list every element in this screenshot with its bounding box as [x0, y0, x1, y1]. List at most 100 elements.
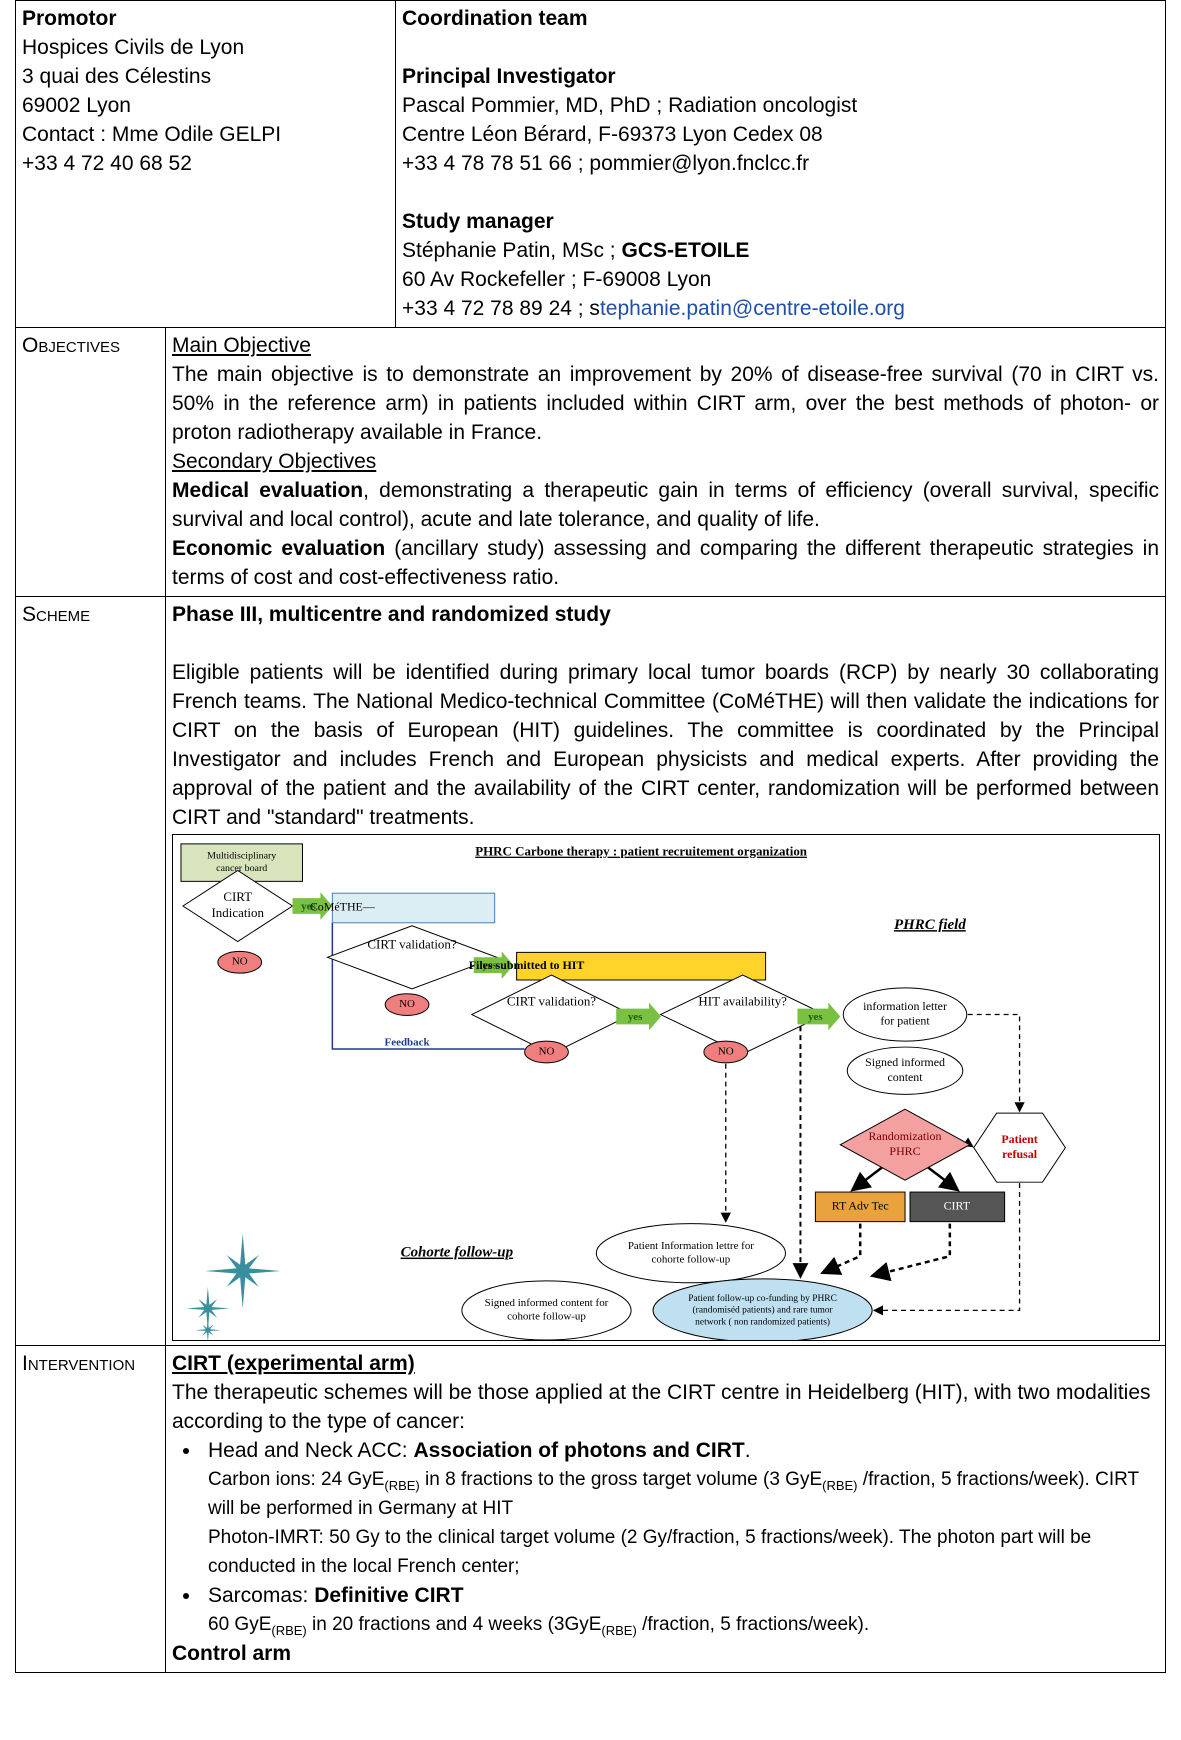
node-label: for patient	[880, 1014, 930, 1028]
node-label: cohorte follow-up	[507, 1311, 586, 1323]
node-label: content	[887, 1070, 923, 1084]
text-line: Pascal Pommier, MD, PhD ; Radiation onco…	[402, 94, 858, 117]
bullet-item: Head and Neck ACC: Association of photon…	[202, 1436, 1159, 1581]
scheme-heading: Phase III, multicentre and randomized st…	[172, 603, 611, 626]
spacer	[172, 629, 1159, 658]
flowchart-title: PHRC Carbone therapy : patient recruitem…	[475, 845, 807, 859]
manager-lines: Stéphanie Patin, MSc ; GCS-ETOILE 60 Av R…	[402, 236, 1159, 323]
bullet-lead: Head and Neck ACC: Association of photon…	[208, 1436, 1159, 1465]
node-label: PHRC	[889, 1144, 920, 1158]
text-text: Photon-IMRT: 50 Gy to the clinical targe…	[208, 1527, 1092, 1577]
pi-title: Principal Investigator	[402, 65, 616, 88]
connector	[962, 1137, 974, 1148]
text-link: tephanie.patin@centre-etoile.org	[599, 297, 905, 320]
flow-ellipse	[846, 1046, 964, 1095]
economic-evaluation: Economic evaluation (ancillary study) as…	[172, 534, 1159, 592]
text-text: /fraction, 5 fractions/week). CIRT will …	[208, 1469, 1139, 1519]
text-text: in 20 fractions and 4 weeks (3GyE	[306, 1614, 602, 1635]
intervention-intro: The therapeutic schemes will be those ap…	[172, 1381, 1151, 1433]
node-label: Signed informed content for	[485, 1297, 609, 1309]
star-decoration	[185, 1286, 230, 1331]
connector	[927, 1166, 960, 1192]
bullet-line: Photon-IMRT: 50 Gy to the clinical targe…	[208, 1523, 1159, 1581]
main-heading: Main Objective	[172, 334, 311, 357]
flow-ellipse	[384, 993, 430, 1016]
node-label: yes	[301, 901, 316, 913]
coordination-cell: Coordination team Principal Investigator…	[395, 0, 1167, 328]
intervention-heading: CIRT (experimental arm)	[172, 1352, 415, 1375]
spacer	[402, 33, 1159, 62]
node-label: CIRT	[944, 1199, 971, 1213]
text-sub: (RBE)	[384, 1477, 420, 1493]
text-line: Centre Léon Bérard, F-69373 Lyon Cedex 0…	[402, 123, 823, 146]
flow-hexagon	[973, 1112, 1066, 1183]
node-label: HIT availability?	[698, 995, 787, 1009]
text-text: Carbon ions: 24 GyE	[208, 1469, 385, 1490]
text-line: 3 quai des Célestins	[22, 65, 212, 88]
secondary-heading: Secondary Objectives	[172, 450, 377, 473]
text-text: in 8 fractions to the gross target volum…	[419, 1469, 823, 1490]
connector	[872, 1183, 1021, 1316]
row-label: Scheme	[15, 596, 166, 1346]
text-sub: (RBE)	[822, 1477, 858, 1493]
connector	[967, 1013, 1025, 1113]
yes-arrow	[797, 1002, 841, 1031]
connector	[331, 922, 525, 1050]
node-label: Patient Information lettre for	[628, 1240, 754, 1252]
text-text: 60 GyE	[208, 1614, 272, 1635]
flow-box	[331, 892, 496, 924]
synopsis-table: Promotor Hospices Civils de Lyon 3 quai d…	[14, 0, 1167, 1673]
field-label: PHRC field	[894, 917, 966, 933]
pi-lines: Pascal Pommier, MD, PhD ; Radiation onco…	[402, 91, 1159, 178]
node-label: CIRT	[223, 890, 252, 904]
text-text: Head and Neck ACC:	[208, 1439, 414, 1462]
text-text: 60 Av Rockefeller ; F-69008 Lyon	[402, 268, 712, 291]
node-label: (randomiséd patients) and rare tumor	[693, 1305, 834, 1316]
node-label: Patient follow-up co-funding by PHRC	[688, 1293, 837, 1304]
text-line: Contact : Mme Odile GELPI	[22, 123, 282, 146]
manager-title: Study manager	[402, 210, 554, 233]
connector	[850, 1166, 883, 1192]
connector	[820, 1223, 862, 1275]
text-bold: Definitive CIRT	[314, 1584, 464, 1607]
node-label: Signed informed	[865, 1055, 945, 1069]
text-line: +33 4 72 40 68 52	[22, 152, 192, 175]
text-line: 69002 Lyon	[22, 94, 131, 117]
node-label: CIRT validation?	[367, 937, 456, 951]
text-text: (ancillary study) assessing and comparin…	[172, 537, 1159, 589]
node-label: Feedback	[385, 1037, 431, 1049]
promotor-title: Promotor	[22, 7, 117, 30]
text-bold: GCS-ETOILE	[621, 239, 750, 262]
text-line: +33 4 78 78 51 66 ; pommier@lyon.fnclcc.…	[402, 152, 810, 175]
node-label: information letter	[863, 999, 947, 1013]
bullet-list: Head and Neck ACC: Association of photon…	[172, 1436, 1159, 1639]
node-label: Files submitted to HIT	[469, 958, 585, 972]
row-label: Intervention	[15, 1345, 166, 1673]
text-text: Stéphanie Patin, MSc ;	[402, 239, 622, 262]
node-label: yes	[482, 960, 497, 972]
coordination-title: Coordination team	[402, 7, 588, 30]
spacer	[402, 178, 1159, 207]
node-label: NO	[718, 1046, 734, 1058]
node-label: yes	[628, 1011, 643, 1023]
flow-ellipse	[524, 1040, 569, 1064]
flow-ellipse	[703, 1040, 749, 1064]
text-text: , demonstrating a therapeutic gain in te…	[172, 479, 1160, 531]
text-text: Sarcomas:	[208, 1584, 315, 1607]
node-label: CoMéTHE—	[310, 900, 375, 914]
text-line: 60 Av Rockefeller ; F-69008 Lyon	[402, 265, 1159, 294]
bullet-line: Carbon ions: 24 GyE(RBE) in 8 fractions …	[208, 1465, 1159, 1523]
cohort-label: Cohorte follow-up	[401, 1245, 513, 1261]
intervention-row: Intervention CIRT (experimental arm) The…	[15, 1345, 1167, 1673]
node-label: Randomization	[869, 1129, 942, 1143]
flow-ellipse	[595, 1223, 787, 1284]
node-label: cancer board	[216, 863, 267, 874]
node-label: Indication	[212, 906, 265, 920]
control-heading: Control arm	[172, 1642, 292, 1665]
medical-evaluation: Medical evaluation, demonstrating a ther…	[172, 476, 1159, 534]
text-bold: Economic evaluation	[172, 537, 386, 560]
yes-arrow	[473, 951, 514, 980]
node-label: yes	[808, 1011, 823, 1023]
